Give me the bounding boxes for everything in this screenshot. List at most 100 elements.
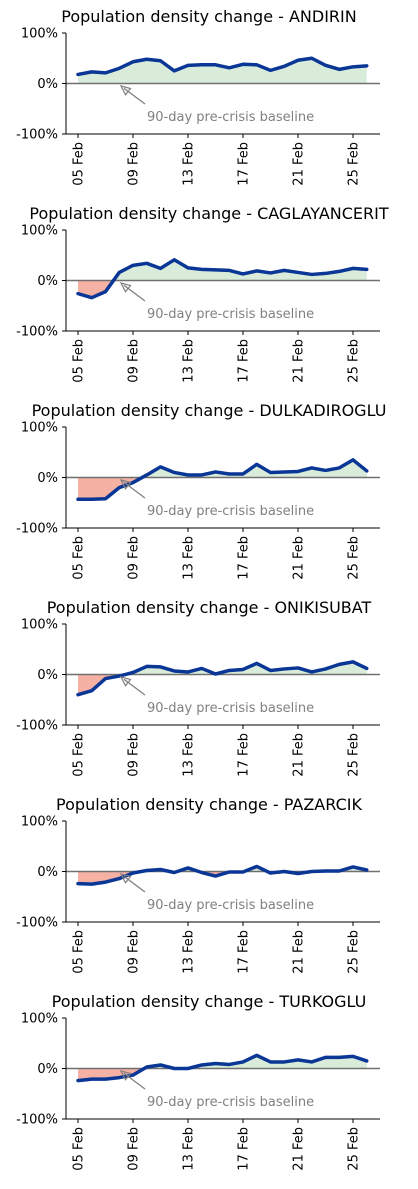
chart-title: Population density change - DULKADIROGLU xyxy=(31,401,387,420)
x-tick-label: 09 Feb xyxy=(127,339,142,383)
annotation-arrow xyxy=(123,678,146,696)
x-tick-label: 05 Feb xyxy=(72,930,87,974)
chart-panel: Population density change - CAGLAYANCERI… xyxy=(0,197,418,394)
x-tick-label: 25 Feb xyxy=(347,142,362,186)
positive-area xyxy=(78,661,367,675)
y-tick-label: 100% xyxy=(21,1012,58,1027)
x-tick-label: 21 Feb xyxy=(292,339,307,383)
y-tick-label: -100% xyxy=(16,128,58,143)
baseline-annotation: 90-day pre-crisis baseline xyxy=(147,504,314,519)
x-tick-label: 21 Feb xyxy=(292,930,307,974)
x-tick-label: 13 Feb xyxy=(182,733,197,777)
y-tick-label: 0% xyxy=(37,865,58,880)
x-tick-label: 05 Feb xyxy=(72,536,87,580)
y-tick-label: 100% xyxy=(21,224,58,239)
annotation-arrow xyxy=(123,1072,146,1090)
x-tick-label: 05 Feb xyxy=(72,733,87,777)
chart-title: Population density change - CAGLAYANCERI… xyxy=(29,204,389,223)
chart-title: Population density change - TURKOGLU xyxy=(51,992,367,1011)
y-tick-label: 0% xyxy=(37,1062,58,1077)
chart-panel: Population density change - ANDIRIN 100% 0… xyxy=(0,0,418,197)
x-tick-label: 25 Feb xyxy=(347,536,362,580)
series-line xyxy=(76,458,369,501)
x-tick-label: 05 Feb xyxy=(72,1127,87,1171)
arrow-head xyxy=(119,282,132,293)
baseline-annotation: 90-day pre-crisis baseline xyxy=(147,701,314,716)
y-tick-label: -100% xyxy=(16,916,58,931)
x-tick-label: 21 Feb xyxy=(292,733,307,777)
chart-title: Population density change - PAZARCIK xyxy=(56,795,362,814)
annotation-arrow xyxy=(123,875,146,893)
chart-title: Population density change - ANDIRIN xyxy=(61,7,357,26)
x-tick-label: 17 Feb xyxy=(237,1127,252,1171)
annotation-arrow xyxy=(123,87,146,105)
chart-panel: Population density change - PAZARCIK 100%… xyxy=(0,788,418,985)
y-tick-label: -100% xyxy=(16,325,58,340)
y-tick-label: -100% xyxy=(16,522,58,537)
x-tick-label: 17 Feb xyxy=(237,142,252,186)
chart-svg: 100% 0% -100% 05 Feb 09 Feb 13 Feb 17 Feb 21 Fe… xyxy=(16,618,380,777)
arrow-head xyxy=(119,676,132,687)
arrow-head xyxy=(119,873,132,884)
x-tick-label: 17 Feb xyxy=(237,733,252,777)
negative-area xyxy=(78,280,367,298)
x-tick-label: 05 Feb xyxy=(72,142,87,186)
arrow-head xyxy=(119,85,132,96)
y-tick-label: 0% xyxy=(37,77,58,92)
x-tick-label: 21 Feb xyxy=(292,536,307,580)
x-tick-label: 21 Feb xyxy=(292,1127,307,1171)
x-tick-label: 09 Feb xyxy=(127,536,142,580)
negative-area xyxy=(78,871,367,885)
y-tick-label: 0% xyxy=(37,274,58,289)
y-tick-label: 100% xyxy=(21,618,58,633)
x-tick-label: 13 Feb xyxy=(182,339,197,383)
positive-area xyxy=(78,58,367,84)
x-tick-label: 05 Feb xyxy=(72,339,87,383)
annotation-arrow xyxy=(123,284,146,302)
x-tick-label: 17 Feb xyxy=(237,536,252,580)
chart-panel: Population density change - ONIKISUBAT 10… xyxy=(0,591,418,788)
chart-panel: Population density change - TURKOGLU 100%… xyxy=(0,985,418,1182)
x-tick-label: 09 Feb xyxy=(127,142,142,186)
arrow-head xyxy=(119,479,132,490)
x-tick-label: 17 Feb xyxy=(237,930,252,974)
chart-svg: 100% 0% -100% 05 Feb 09 Feb 13 Feb 17 Feb 21 Fe… xyxy=(16,815,380,974)
y-tick-label: -100% xyxy=(16,719,58,734)
baseline-annotation: 90-day pre-crisis baseline xyxy=(147,110,314,125)
chart-svg: 100% 0% -100% 05 Feb 09 Feb 13 Feb 17 Feb 21 Fe… xyxy=(16,1012,380,1171)
y-tick-label: 0% xyxy=(37,668,58,683)
chart-title: Population density change - ONIKISUBAT xyxy=(46,598,372,617)
x-tick-label: 25 Feb xyxy=(347,930,362,974)
chart-svg: 100% 0% -100% 05 Feb 09 Feb 13 Feb 17 Feb 21 Fe… xyxy=(16,224,380,383)
y-tick-label: 0% xyxy=(37,471,58,486)
x-tick-label: 21 Feb xyxy=(292,142,307,186)
x-tick-label: 09 Feb xyxy=(127,930,142,974)
y-tick-label: -100% xyxy=(16,1113,58,1128)
x-tick-label: 17 Feb xyxy=(237,339,252,383)
x-tick-label: 09 Feb xyxy=(127,733,142,777)
arrow-head xyxy=(119,1070,132,1081)
x-tick-label: 13 Feb xyxy=(182,1127,197,1171)
baseline-annotation: 90-day pre-crisis baseline xyxy=(147,1095,314,1110)
series-line xyxy=(76,660,369,697)
y-tick-label: 100% xyxy=(21,421,58,436)
x-tick-label: 09 Feb xyxy=(127,1127,142,1171)
y-tick-label: 100% xyxy=(21,815,58,830)
chart-panel: Population density change - DULKADIROGLU… xyxy=(0,394,418,591)
x-tick-label: 13 Feb xyxy=(182,536,197,580)
x-tick-label: 13 Feb xyxy=(182,930,197,974)
chart-svg: 100% 0% -100% 05 Feb 09 Feb 13 Feb 17 Feb 21 Fe… xyxy=(16,27,380,186)
series-line xyxy=(76,56,369,77)
chart-svg: 100% 0% -100% 05 Feb 09 Feb 13 Feb 17 Feb 21 Fe… xyxy=(16,421,380,580)
x-tick-label: 25 Feb xyxy=(347,733,362,777)
x-tick-label: 25 Feb xyxy=(347,1127,362,1171)
annotation-arrow xyxy=(123,481,146,499)
series-line xyxy=(76,258,369,300)
negative-area xyxy=(78,1068,367,1081)
baseline-annotation: 90-day pre-crisis baseline xyxy=(147,898,314,913)
x-tick-label: 25 Feb xyxy=(347,339,362,383)
x-tick-label: 13 Feb xyxy=(182,142,197,186)
baseline-annotation: 90-day pre-crisis baseline xyxy=(147,307,314,322)
positive-area xyxy=(78,1055,367,1069)
series-line xyxy=(76,1053,369,1083)
